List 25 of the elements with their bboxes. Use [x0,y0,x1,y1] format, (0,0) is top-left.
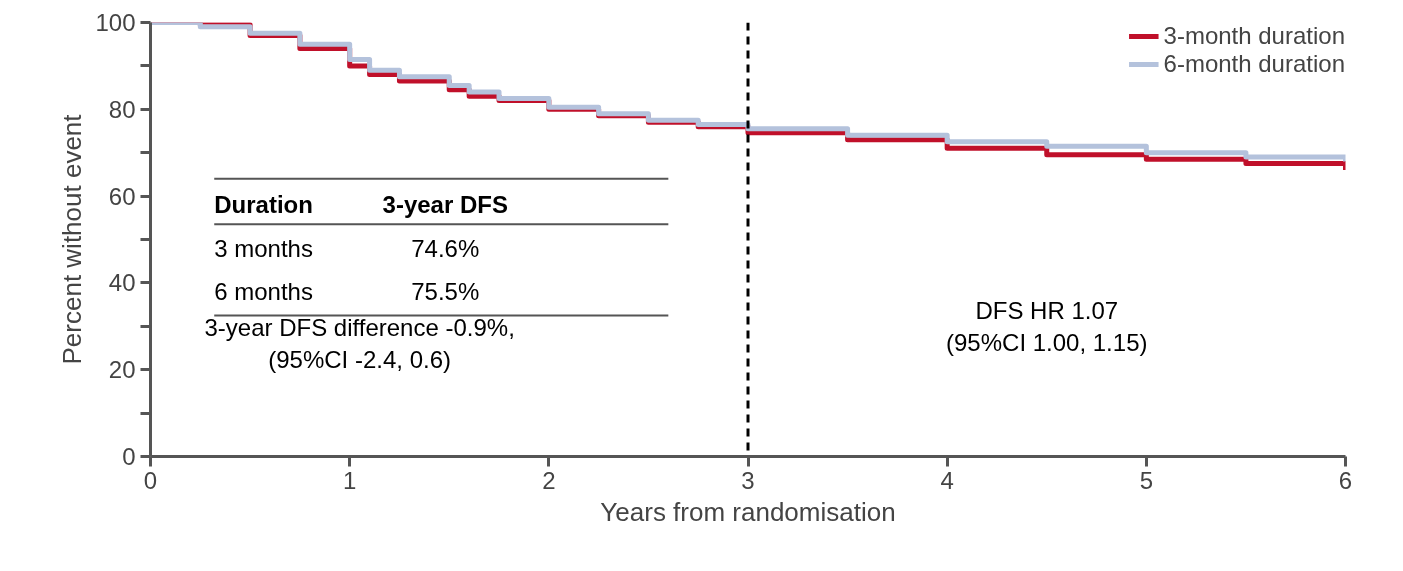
annotation: 6 months [214,278,313,306]
y-tick-label: 0 [122,443,136,470]
y-tick-label: 100 [95,9,136,36]
x-tick-label: 3 [741,466,755,494]
y-tick-label: 40 [108,269,136,297]
x-tick-label: 6 [1338,466,1353,494]
annotation: Duration [214,191,313,219]
x-tick-label: 0 [143,466,158,494]
y-tick-label: 80 [108,95,136,123]
annotation: 3-year DFS difference -0.9%, (95%CI -2.4, 0.6) [204,313,515,374]
annotation: DFS HR 1.07 (95%CI 1.00, 1.15) [946,296,1148,356]
annotation: 3 months [214,234,313,262]
x-tick-label: 5 [1139,466,1154,494]
annotation: 75.5% [411,278,480,306]
x-tick-label: 4 [940,466,954,494]
y-tick-label: 20 [108,356,136,384]
y-axis-title: Percent without event [57,113,88,365]
y-tick-label: 60 [108,182,136,210]
x-tick-label: 2 [542,466,556,494]
x-axis-title: Years from randomisation [600,496,896,527]
annotation: 74.6% [411,234,480,262]
legend-label: 3-month duration [1163,22,1345,50]
annotation: 3-year DFS [382,191,508,219]
legend-label: 6-month duration [1163,50,1345,78]
x-tick-label: 1 [342,466,357,494]
